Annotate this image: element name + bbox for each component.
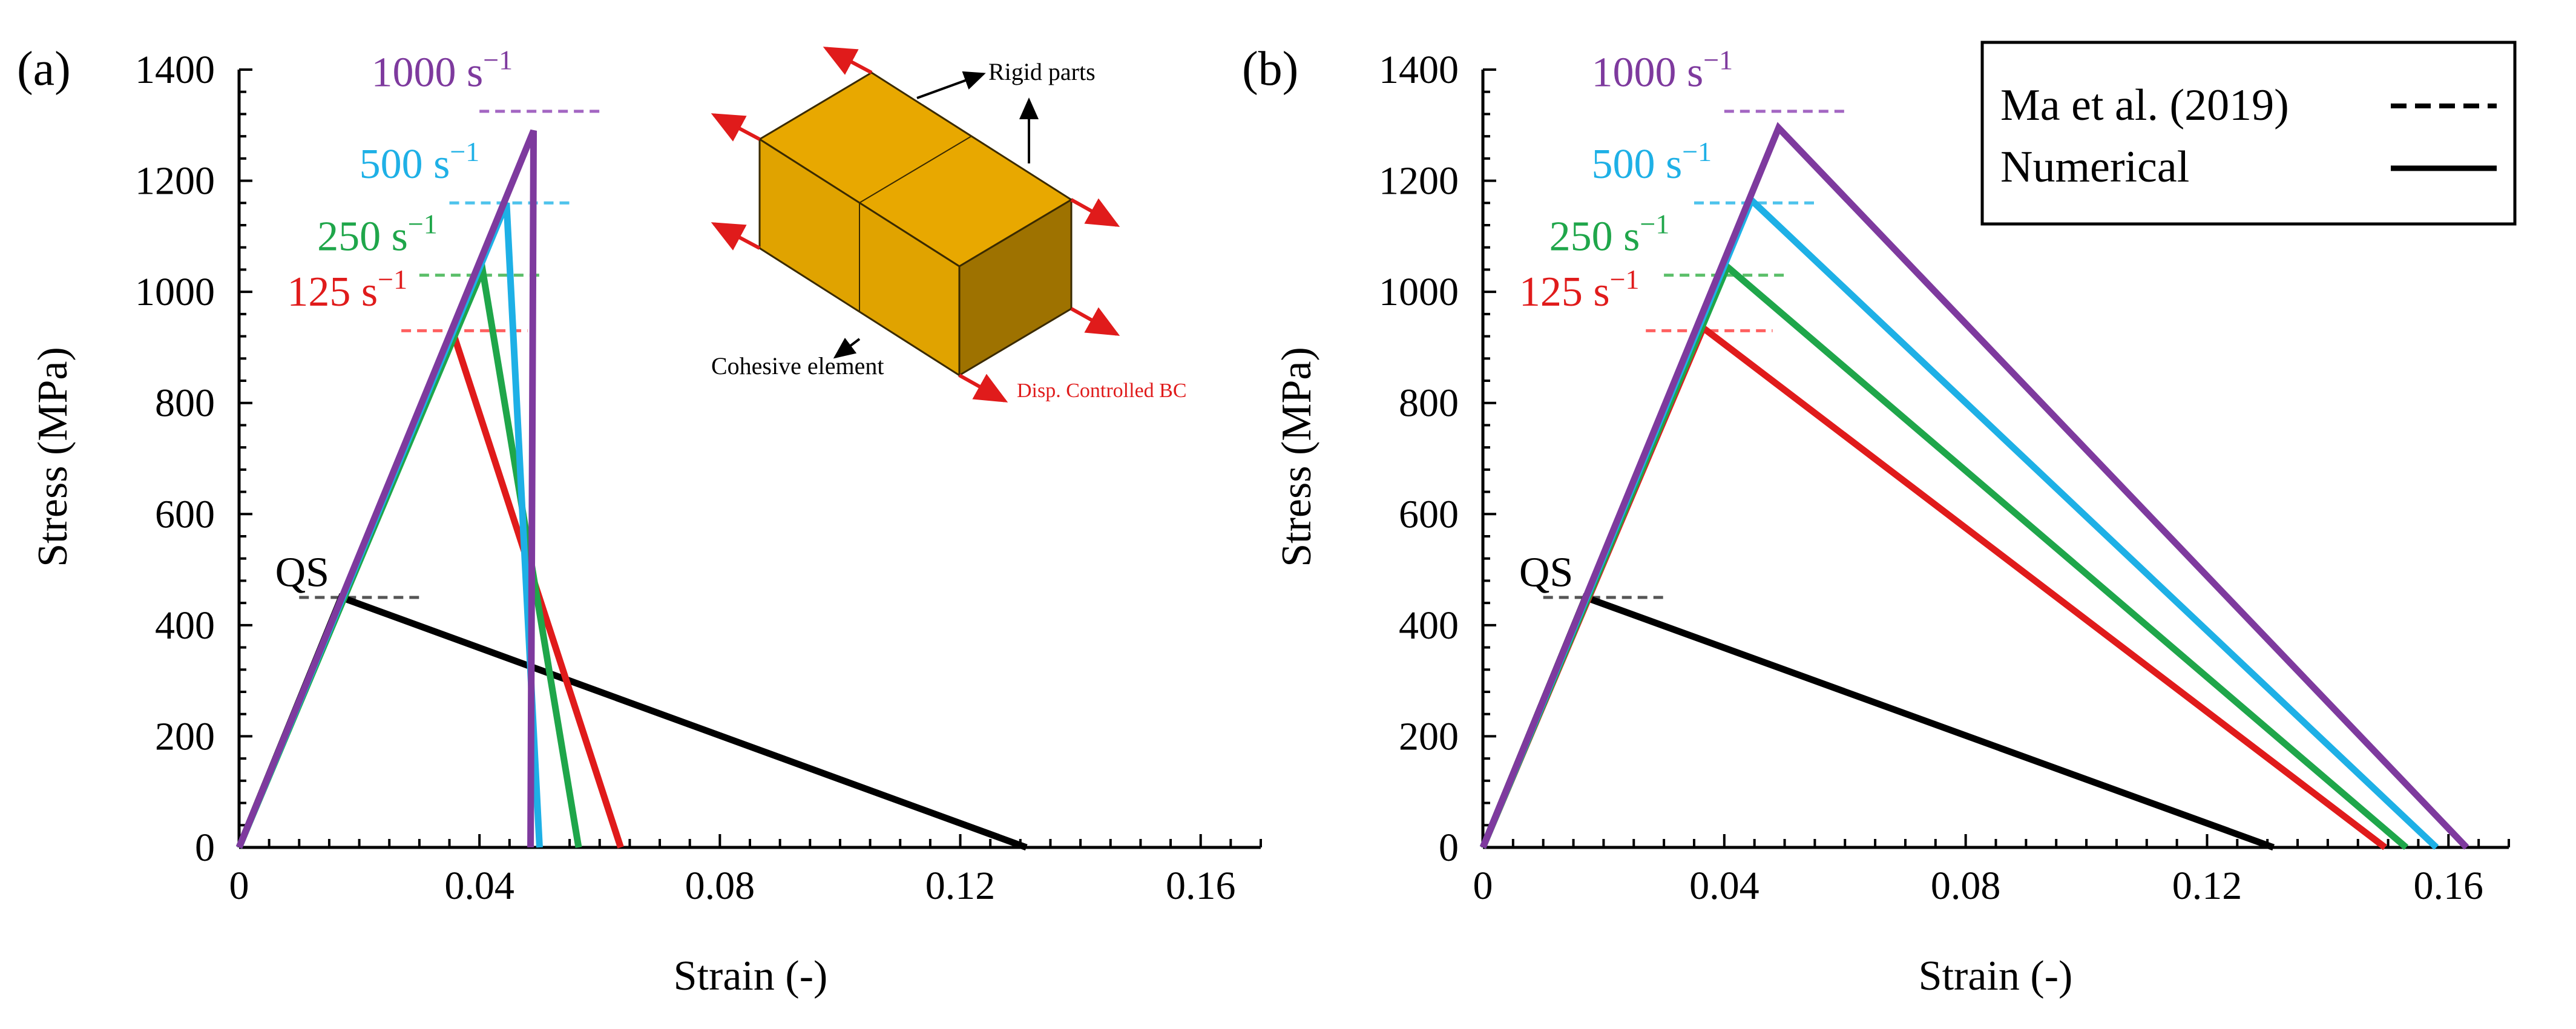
panel-b-axes: 0 200 400 600 800 1000 1200 1400 0 0.04 0.08 0.12 0.…: [1379, 48, 2510, 908]
panel-a-label-250-s-1: 250 s−1: [317, 208, 438, 260]
panel-a-y-tick-label: 800: [155, 381, 215, 426]
panel-a-y-tick-label: 400: [155, 603, 215, 648]
panel-a-label-qs: QS: [275, 550, 329, 596]
panel-b-y-tick-label: 1000: [1379, 270, 1459, 314]
panel-a-curve-qs: [235, 593, 1028, 851]
inset-bc-label: Disp. Controlled BC: [1017, 380, 1187, 402]
legend-box: [1980, 41, 2517, 226]
cohesive-element-inset: Rigid parts Cohesive element Disp. Contr…: [711, 47, 1187, 403]
inset-bc-arrow-6: [958, 373, 1008, 403]
panel-b-y-tick-label: 0: [1439, 826, 1459, 870]
legend-label-ma-et-al: Ma et al. (2019): [2000, 81, 2289, 130]
inset-cohesive-arrow: [833, 338, 861, 359]
panel-a-x-tick-label: 0.12: [925, 864, 996, 908]
panel-a-y-axis-title: Stress (MPa): [30, 347, 76, 567]
panel-b-label: (b): [1242, 42, 1298, 96]
panel-a-label-125-s-1: 125 s−1: [287, 264, 407, 315]
panel-a-y-tick-label: 1200: [135, 159, 215, 203]
panel-b-x-axis-title: Strain (-): [1919, 953, 2073, 999]
panel-b-label-qs: QS: [1519, 550, 1573, 596]
panel-b-x-tick-label: 0.16: [2414, 864, 2484, 908]
panel-b-y-tick-label: 1200: [1379, 159, 1459, 203]
inset-bc-arrow-2: [823, 47, 873, 75]
panel-b-y-tick-label: 600: [1399, 492, 1459, 536]
panel-b-label-1000-s-1: 1000 s−1: [1591, 45, 1733, 96]
panel-a-reference-lines: [299, 110, 600, 599]
inset-rigid-arrow-1: [916, 71, 986, 99]
panel-a-label: (a): [17, 42, 71, 96]
panel-a-x-tick-label: 0.04: [444, 864, 514, 908]
panel-b-x-tick-label: 0.12: [2172, 864, 2242, 908]
panel-a-label-500-s-1: 500 s−1: [360, 136, 480, 188]
inset-cohesive-plane-top: [859, 136, 972, 203]
inset-cohesive-element-label: Cohesive element: [711, 352, 884, 380]
panel-a-y-tick-label: 1400: [135, 48, 215, 92]
panel-b-curve-1000-s-1: [1479, 122, 2469, 850]
panel-a-curve-1000-s-1: [235, 129, 537, 849]
panel-b-y-tick-label: 800: [1399, 381, 1459, 426]
panel-a-x-tick-label: 0.16: [1166, 864, 1236, 908]
inset-bc-arrow-1: [711, 113, 761, 142]
panel-a-y-tick-label: 0: [195, 826, 215, 870]
panel-b-label-125-s-1: 125 s−1: [1519, 264, 1640, 315]
panel-b-y-tick-label: 400: [1399, 603, 1459, 648]
inset-bc-arrow-4: [1070, 198, 1120, 227]
inset-rigid-parts-label: Rigid parts: [988, 58, 1096, 85]
panel-a-series: [235, 129, 1028, 851]
panel-b-y-axis-title: Stress (MPa): [1273, 347, 1320, 567]
panel-a-curve-500-s-1: [235, 202, 543, 849]
panel-a: (a) 0 200 400 600 800 1000 1200 1400 0 0.04 0.08 0.…: [17, 42, 1262, 999]
panel-b-x-tick-label: 0.04: [1689, 864, 1760, 908]
legend: Ma et al. (2019) Numerical: [1980, 41, 2517, 226]
panel-a-y-tick-label: 1000: [135, 270, 215, 314]
panel-a-y-tick-label: 200: [155, 714, 215, 758]
panel-a-x-tick-label: 0.08: [685, 864, 755, 908]
inset-bc-arrow-3: [711, 222, 761, 251]
panel-b-x-tick-label: 0.08: [1931, 864, 2001, 908]
panel-a-x-axis-title: Strain (-): [674, 953, 828, 999]
panel-b-label-250-s-1: 250 s−1: [1549, 208, 1670, 260]
inset-bc-arrow-5: [1070, 307, 1120, 336]
panel-a-axes: 0 200 400 600 800 1000 1200 1400 0 0.04 0.08 0.12 0.…: [135, 48, 1262, 908]
panel-b-label-500-s-1: 500 s−1: [1591, 136, 1712, 188]
panel-b-curve-125-s-1: [1479, 323, 2387, 850]
panel-b: (b) 0 200 400 600 800 1000 1200 1400 0 0.04 0.08 0.…: [1242, 41, 2517, 999]
panel-b-y-tick-label: 200: [1399, 714, 1459, 758]
panel-b-y-tick-label: 1400: [1379, 48, 1459, 92]
panel-a-label-1000-s-1: 1000 s−1: [371, 45, 513, 96]
legend-label-numerical: Numerical: [2000, 142, 2189, 192]
panel-a-x-tick-label: 0: [229, 864, 249, 908]
panel-b-x-tick-label: 0: [1473, 864, 1493, 908]
panel-a-y-tick-label: 600: [155, 492, 215, 536]
panel-b-series: [1479, 122, 2469, 851]
